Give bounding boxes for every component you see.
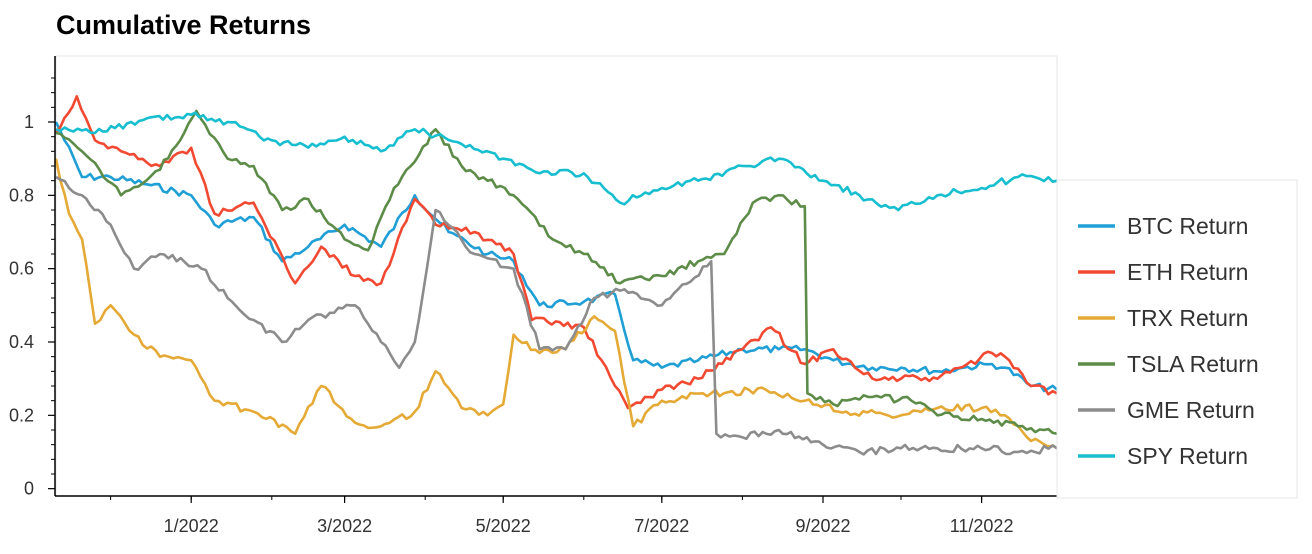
legend-label-tsla-return: TSLA Return: [1127, 351, 1259, 377]
x-tick-label: 3/2022: [317, 516, 372, 536]
x-tick-label: 1/2022: [164, 516, 219, 536]
series-line-eth-return: [54, 95, 1058, 410]
x-tick-label: 9/2022: [795, 516, 850, 536]
y-tick-label: 0.4: [9, 332, 34, 352]
series-line-spy-return: [55, 111, 1058, 212]
x-axis-ticks: 1/2022 3/2022 5/2022 7/2022 9/2022 11/2022: [110, 496, 1014, 536]
legend-label-eth-return: ETH Return: [1127, 259, 1248, 285]
legend: BTC Return ETH Return TRX Return TSLA Retur…: [1056, 179, 1298, 499]
legend-label-gme-return: GME Return: [1127, 397, 1255, 423]
series-layer: [54, 95, 1058, 456]
series-line-gme-return: [55, 175, 1058, 456]
legend-label-trx-return: TRX Return: [1127, 305, 1248, 331]
y-tick-label: 0: [24, 479, 34, 499]
legend-label-btc-return: BTC Return: [1127, 213, 1248, 239]
x-tick-label: 11/2022: [950, 516, 1014, 536]
legend-box: [1056, 179, 1298, 499]
legend-label-spy-return: SPY Return: [1127, 443, 1248, 469]
series-line-tsla-return: [55, 109, 1058, 435]
series-line-trx-return: [54, 158, 1058, 450]
series-line-btc-return: [54, 121, 1058, 393]
plot-frame: [55, 55, 1058, 497]
y-tick-label: 0.2: [9, 405, 34, 425]
x-tick-label: 5/2022: [476, 516, 531, 536]
y-tick-label: 1: [24, 112, 34, 132]
chart-title: Cumulative Returns: [56, 10, 312, 40]
x-tick-label: 7/2022: [634, 516, 689, 536]
y-axis-ticks: 0 0.2 0.4 0.6 0.8 1: [9, 77, 55, 499]
y-tick-label: 0.6: [9, 259, 34, 279]
y-tick-label: 0.8: [9, 185, 34, 205]
